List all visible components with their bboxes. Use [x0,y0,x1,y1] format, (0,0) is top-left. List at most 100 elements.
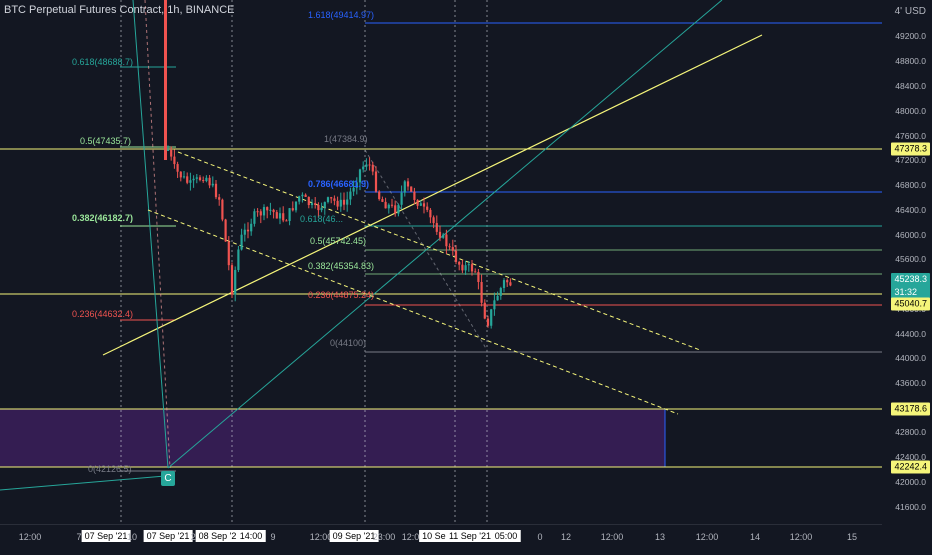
candle-body [209,178,211,186]
price-tick: 46000.0 [895,230,926,240]
candle-body [180,172,182,178]
candle-body [295,202,297,211]
chart-title: BTC Perpetual Futures Contract, 1h, BINA… [4,4,234,16]
candle-body [500,288,502,296]
candle-body [378,192,380,200]
candle-body [330,197,332,198]
candle-body [305,195,307,197]
time-tick: 12:00 [696,532,719,542]
time-tick: 14 [750,532,760,542]
candle-body [481,282,483,303]
demand-zone [0,409,665,467]
price-tick: 41600.0 [895,502,926,512]
candle-body [266,207,268,210]
candle-body [225,220,227,242]
price-tick: 44000.0 [895,353,926,363]
time-tick-highlight: 11 Sep '21 [446,530,494,542]
candle-body [183,176,185,177]
candle-body [260,211,262,215]
candle-body [298,196,300,201]
candle-body [193,179,195,180]
candle-body [324,202,326,208]
candle-body [349,192,351,200]
candle-body [279,213,281,218]
fib-label-right-0: 0(44100) [330,338,366,348]
candle-body [237,250,239,270]
time-tick-highlight: 14:00 [237,530,266,542]
candle-body [257,211,259,212]
candle-body [407,181,409,186]
candle-body [420,203,422,206]
candle-body [436,223,438,232]
candle-body [471,264,473,271]
candle-body [397,205,399,214]
time-tick: 12:00 [601,532,624,542]
candle-body [250,224,252,232]
candle-body [487,319,489,326]
candle-body [484,303,486,319]
candle-body [433,217,435,223]
fib-label-right-1: 1(47384.9) [324,134,368,144]
candle-body [228,242,230,266]
candle-body [337,201,339,207]
candle-body [445,235,447,247]
price-axis[interactable]: 4' USD 49200.0 48800.0 48400.0 48000.0 4… [882,0,932,525]
candle-body [343,200,345,205]
teal-left-diag [0,476,165,490]
candle-body [465,265,467,270]
time-tick-highlight: 07 Sep '21 [82,530,131,542]
candle-body [372,165,374,172]
candle-body [497,296,499,300]
candle-body [391,205,393,206]
candle-body [164,0,167,160]
candle-body [167,150,169,151]
candle-body [413,192,415,200]
candle-body [439,232,441,238]
candle-body [186,176,188,182]
fib-label-left-0236: 0.236(44632.4) [72,309,133,319]
candle-body [177,164,179,172]
candle-body [474,271,476,272]
candle-body [234,270,236,295]
price-badge-47378: 47378.3 [891,143,930,156]
currency-label: 4' USD [895,6,926,17]
candle-body [199,177,201,180]
time-axis[interactable]: 12:00 7 07 Sep '21 10 07 Sep '21 22:00 0… [0,524,882,550]
price-tick: 49200.0 [895,31,926,41]
candle-body [301,195,303,197]
price-tick: 42000.0 [895,477,926,487]
candle-body [458,262,460,265]
time-tick-highlight: 09 Sep '21 [330,530,379,542]
fib-label-left-0: 0(42126.5) [88,464,132,474]
candle-body [253,211,255,224]
candle-body [263,207,265,215]
candle-body [218,197,220,200]
time-tick: 9 [270,532,275,542]
candle-body [404,181,406,192]
candle-body [244,230,246,235]
candle-body [493,300,495,309]
candle-body [173,157,175,164]
candle-body [468,264,470,265]
teal-steep-line [133,0,168,468]
candle-body [321,208,323,210]
candle-body [292,208,294,210]
candle-body [241,235,243,250]
candle-body [269,210,271,211]
price-tick: 48400.0 [895,81,926,91]
candle-body [410,187,412,192]
candle-body [449,246,451,247]
time-tick-highlight: 05:00 [492,530,521,542]
candle-body [311,203,313,205]
pattern-marker-c[interactable]: C [161,471,175,486]
candle-body [417,200,419,206]
candle-body [477,272,479,282]
candle-body [285,220,287,221]
price-tick: 48800.0 [895,56,926,66]
candle-body [346,199,348,204]
price-tick: 47600.0 [895,131,926,141]
fib-label-right-05: 0.5(45742.45) [310,236,366,246]
time-tick: 15 [847,532,857,542]
